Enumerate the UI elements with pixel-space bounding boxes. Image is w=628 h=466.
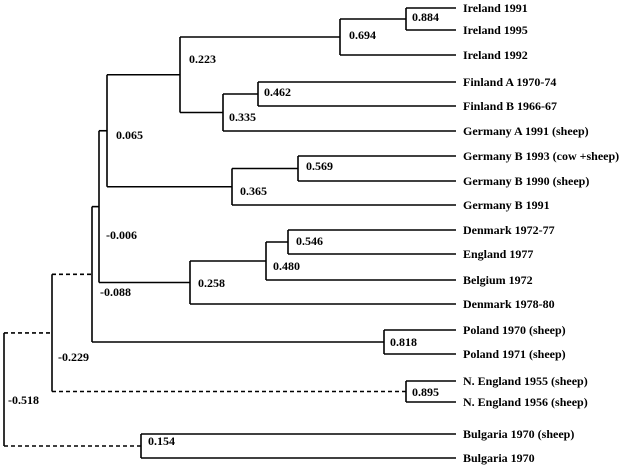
- node-value-label: 0.818: [390, 335, 417, 349]
- leaf-label: Bulgaria 1970 (sheep): [463, 427, 574, 441]
- leaf-label: Poland 1971 (sheep): [463, 347, 566, 361]
- node-value-label: 0.258: [198, 276, 225, 290]
- leaf-label: Finland A 1970-74: [463, 75, 556, 89]
- leaf-label: Bulgaria 1970: [463, 451, 535, 465]
- node-value-label: -0.229: [58, 350, 89, 364]
- leaf-label: Denmark 1972-77: [463, 223, 555, 237]
- leaf-label: Germany B 1991: [463, 198, 550, 212]
- node-value-label: -0.088: [100, 285, 131, 299]
- leaf-labels: Ireland 1991 Ireland 1995 Ireland 1992 Finl…: [463, 1, 619, 465]
- leaf-label: Finland B 1966-67: [463, 99, 557, 113]
- leaf-label: Germany A 1991 (sheep): [463, 124, 589, 138]
- node-value-label: 0.065: [116, 128, 143, 142]
- leaf-label: Denmark 1978-80: [463, 297, 555, 311]
- node-value-labels: 0.884 0.694 0.462 0.335 0.223 0.569 0.365 0.065…: [8, 10, 439, 448]
- node-value-label: 0.335: [229, 110, 256, 124]
- node-value-label: 0.223: [189, 52, 216, 66]
- leaf-label: Ireland 1991: [463, 1, 528, 15]
- leaf-label: N. England 1955 (sheep): [463, 374, 588, 388]
- node-value-label: 0.884: [412, 10, 439, 24]
- leaf-label: N. England 1956 (sheep): [463, 395, 588, 409]
- node-value-label: 0.154: [148, 434, 175, 448]
- node-value-label: -0.006: [106, 228, 137, 242]
- leaf-label: Ireland 1995: [463, 23, 528, 37]
- leaf-label: Germany B 1993 (cow +sheep): [463, 149, 619, 163]
- leaf-label: England 1977: [463, 247, 533, 261]
- node-value-label: 0.694: [349, 28, 376, 42]
- node-value-label: 0.895: [412, 385, 439, 399]
- leaf-label: Germany B 1990 (sheep): [463, 174, 589, 188]
- node-value-label: 0.546: [296, 234, 323, 248]
- leaf-label: Belgium 1972: [463, 273, 533, 287]
- leaf-label: Ireland 1992: [463, 48, 528, 62]
- node-value-label: 0.569: [306, 159, 333, 173]
- node-value-label: 0.462: [264, 85, 291, 99]
- dendrogram-branches: [3, 7, 456, 459]
- node-value-label: 0.480: [273, 259, 300, 273]
- node-value-label: -0.518: [8, 393, 39, 407]
- leaf-label: Poland 1970 (sheep): [463, 323, 566, 337]
- node-value-label: 0.365: [240, 184, 267, 198]
